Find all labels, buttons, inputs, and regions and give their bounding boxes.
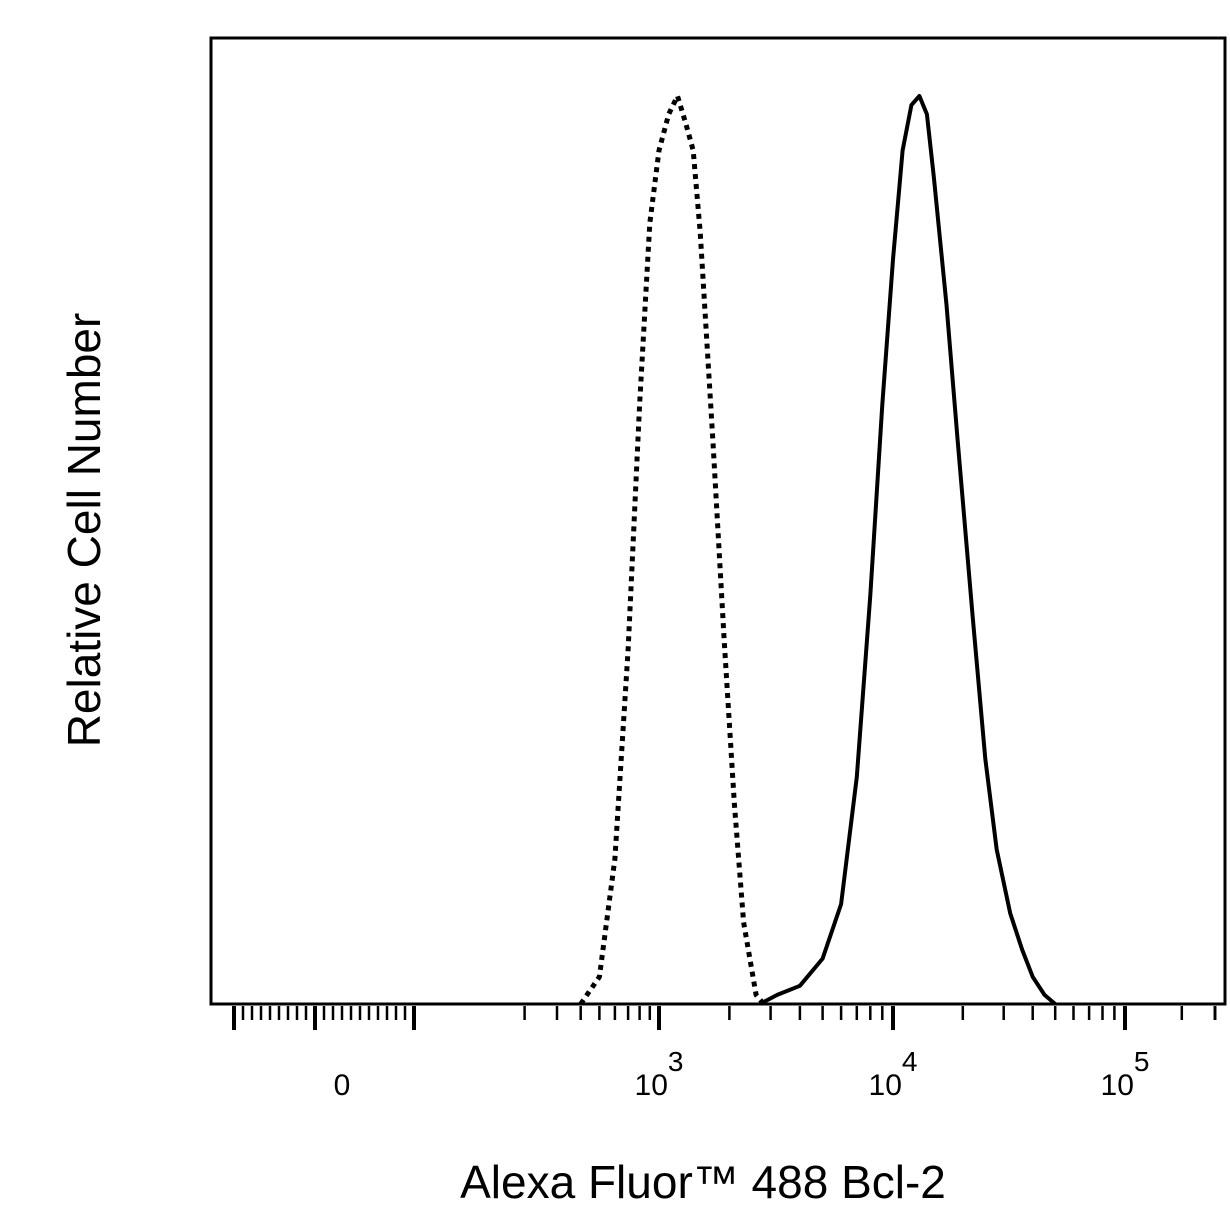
x-axis-title: Alexa Fluor™ 488 Bcl-2 (460, 1156, 946, 1208)
y-axis-title: Relative Cell Number (58, 313, 110, 748)
x-axis-ticks (232, 1006, 1217, 1030)
x-tick-label: 104 (869, 1046, 918, 1102)
stained-histogram-line (758, 94, 1057, 1006)
x-tick-label: 0 (334, 1069, 351, 1102)
x-tick-label: 103 (635, 1046, 684, 1102)
series-layer (578, 93, 1057, 1006)
plot-frame (209, 36, 1227, 1006)
x-tick-label: 105 (1101, 1046, 1150, 1102)
x-axis-tick-labels: 0 103 104 105 (334, 1046, 1150, 1102)
control-histogram-line (578, 93, 766, 1006)
